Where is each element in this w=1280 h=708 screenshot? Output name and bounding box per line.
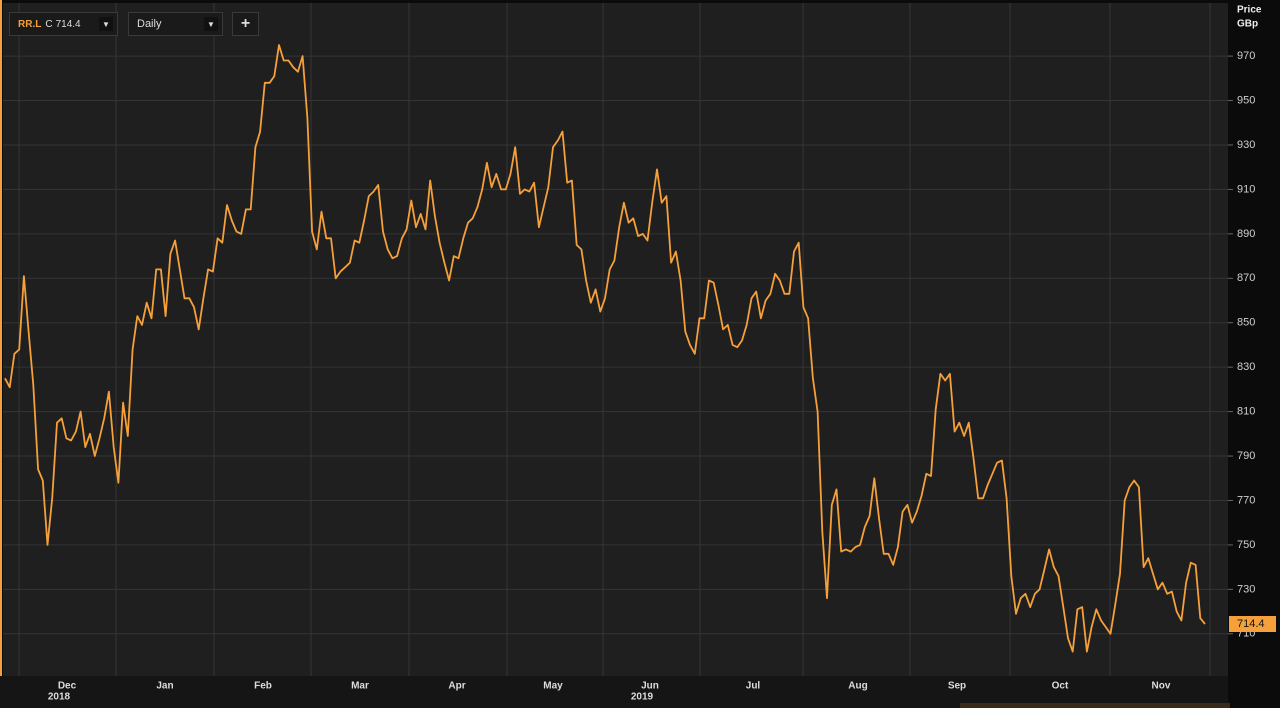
- x-tick-label: Apr: [448, 681, 465, 692]
- x-tick-label: Feb: [254, 681, 272, 692]
- x-tick-label: Nov: [1152, 681, 1171, 692]
- x-tick-label: Mar: [351, 681, 369, 692]
- scroll-bar[interactable]: [960, 703, 1230, 708]
- x-axis-area: [0, 676, 1228, 708]
- symbol-selector[interactable]: RR.L C 714.4 ▼: [9, 12, 118, 36]
- dropdown-arrow[interactable]: ▼: [99, 17, 113, 31]
- y-tick-label: 790: [1237, 450, 1255, 462]
- plot-area: [3, 3, 1228, 676]
- x-tick-label: Oct: [1052, 681, 1069, 692]
- axis-title: Price: [1237, 5, 1262, 16]
- left-edge: [0, 0, 2, 708]
- x-tick-label: Sep: [948, 681, 966, 692]
- axis-unit: GBp: [1237, 19, 1258, 30]
- y-tick-label: 810: [1237, 406, 1255, 418]
- close-value: 714.4: [55, 18, 81, 30]
- last-price-badge: [1229, 616, 1276, 633]
- y-tick-label: 770: [1237, 494, 1255, 506]
- y-tick-label: 970: [1237, 50, 1255, 62]
- y-tick-label: 750: [1237, 539, 1255, 551]
- price-line: [4, 44, 1206, 653]
- year-label: 2018: [48, 692, 71, 703]
- y-tick-label: 870: [1237, 272, 1255, 284]
- close-label: C: [45, 18, 53, 30]
- x-tick-label: Dec: [58, 681, 77, 692]
- dropdown-arrow[interactable]: ▼: [204, 17, 218, 31]
- ticker: RR.L: [18, 18, 42, 30]
- year-label: 2019: [631, 692, 654, 703]
- x-tick-label: Jan: [156, 681, 173, 692]
- interval-selector[interactable]: Daily ▼: [128, 12, 223, 36]
- x-tick-label: Aug: [848, 681, 867, 692]
- y-tick-label: 950: [1237, 94, 1255, 106]
- y-tick-label: 890: [1237, 228, 1255, 240]
- x-tick-label: May: [543, 681, 563, 692]
- y-tick-label: 850: [1237, 317, 1255, 329]
- add-button[interactable]: +: [232, 12, 259, 36]
- last-price-label: 714.4: [1237, 618, 1265, 630]
- x-tick-label: Jun: [641, 681, 659, 692]
- y-tick-label: 910: [1237, 183, 1255, 195]
- y-tick-label: 930: [1237, 139, 1255, 151]
- y-tick-label: 730: [1237, 583, 1255, 595]
- y-tick-label: 830: [1237, 361, 1255, 373]
- x-tick-label: Jul: [746, 681, 761, 692]
- interval: Daily: [137, 18, 162, 30]
